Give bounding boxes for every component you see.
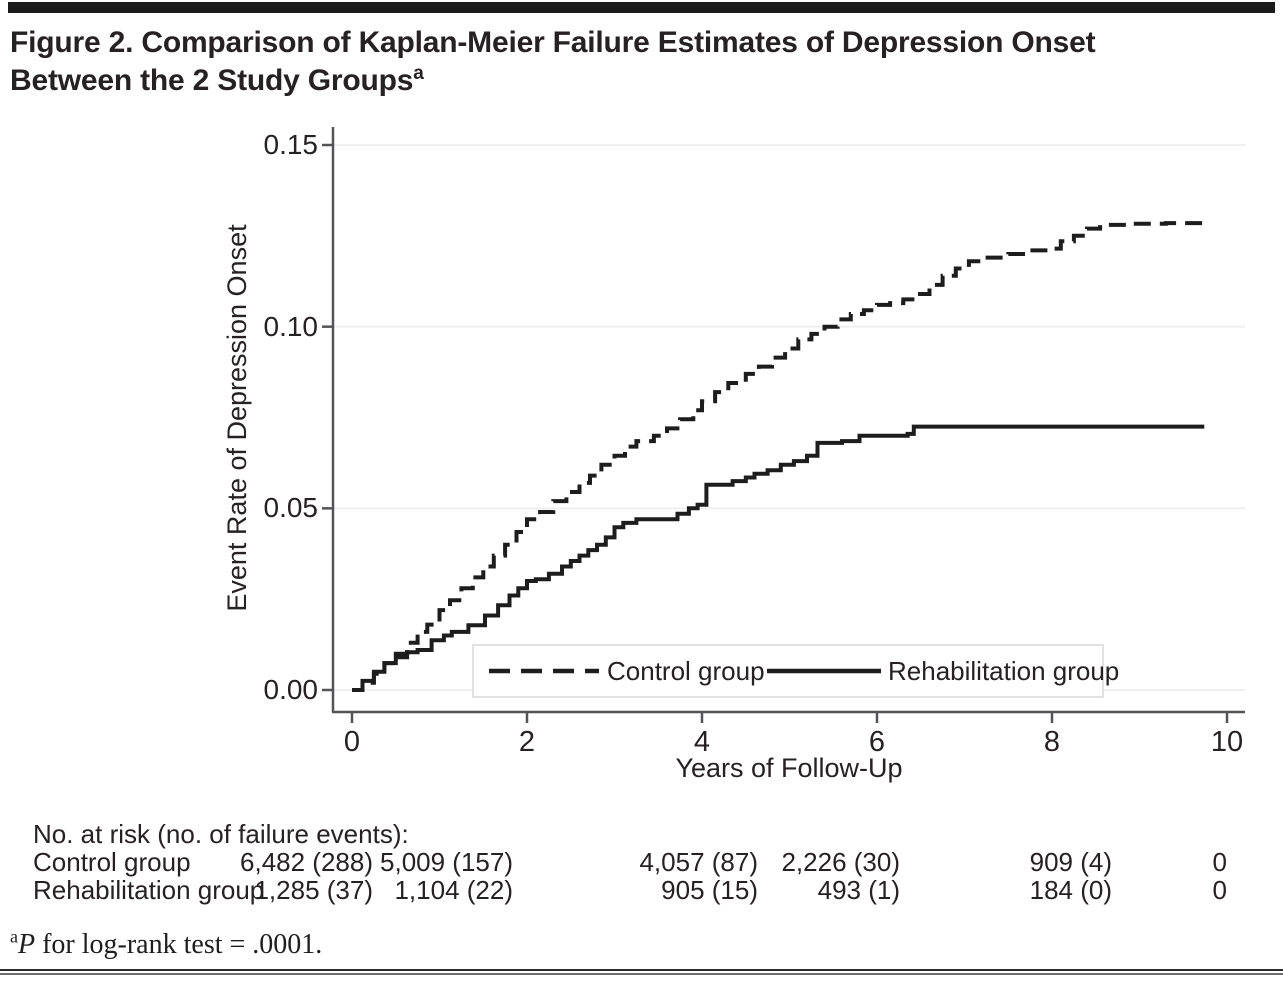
risk-table-header: No. at risk (no. of failure events): (33, 819, 409, 849)
risk-cell: 2,226 (30) (781, 847, 900, 877)
y-tick-label: 0.15 (263, 129, 319, 160)
y-axis-title: Event Rate of Depression Onset (222, 224, 252, 612)
x-tick-label: 2 (518, 726, 536, 758)
risk-cell: 1,104 (22) (394, 875, 513, 905)
figure-title: Figure 2. Comparison of Kaplan-Meier Fai… (10, 24, 1275, 100)
risk-cell: 0 (1212, 875, 1227, 905)
risk-cell: 184 (0) (1029, 875, 1112, 905)
risk-row-label: Rehabilitation group (33, 875, 265, 905)
y-tick-label: 0.10 (263, 310, 319, 342)
top-rule-bar (8, 2, 1275, 13)
footnote-marker: a (10, 926, 18, 947)
x-tick-label: 10 (1210, 726, 1244, 758)
risk-cell: 1,285 (37) (254, 875, 373, 905)
legend-label-control: Control group (607, 656, 765, 686)
bottom-rule-light (0, 973, 1283, 975)
footnote-p-label: P (18, 929, 36, 960)
x-tick-label: 6 (868, 726, 886, 758)
x-axis-title: Years of Follow-Up (675, 753, 903, 783)
risk-cell: 0 (1212, 847, 1227, 877)
x-tick-label: 8 (1043, 726, 1061, 758)
curve-rehabilitation-group (352, 424, 1205, 692)
risk-row-label: Control group (33, 847, 191, 877)
footnote-text: for log-rank test = .0001. (35, 929, 323, 960)
x-tick-label: 4 (693, 726, 711, 758)
legend-label-rehabilitation: Rehabilitation group (888, 656, 1120, 686)
curve-control-group (352, 221, 1206, 692)
x-tick-label: 0 (343, 726, 361, 758)
risk-cell: 6,482 (288) (240, 847, 373, 877)
bottom-rule-dark (0, 969, 1283, 971)
risk-cell: 909 (4) (1029, 847, 1112, 877)
risk-cell: 5,009 (157) (380, 847, 513, 877)
figure-title-line1: Figure 2. Comparison of Kaplan-Meier Fai… (10, 26, 1096, 59)
risk-cell: 493 (1) (817, 875, 900, 905)
title-footnote-marker: a (413, 63, 424, 84)
footnote: aP for log-rank test = .0001. (10, 928, 322, 962)
figure-title-line2: Between the 2 Study Groupsa (10, 63, 424, 97)
y-tick-label: 0.00 (263, 674, 319, 705)
risk-cell: 4,057 (87) (639, 847, 758, 877)
y-tick-label: 0.05 (263, 492, 319, 524)
risk-cell: 905 (15) (661, 875, 758, 905)
